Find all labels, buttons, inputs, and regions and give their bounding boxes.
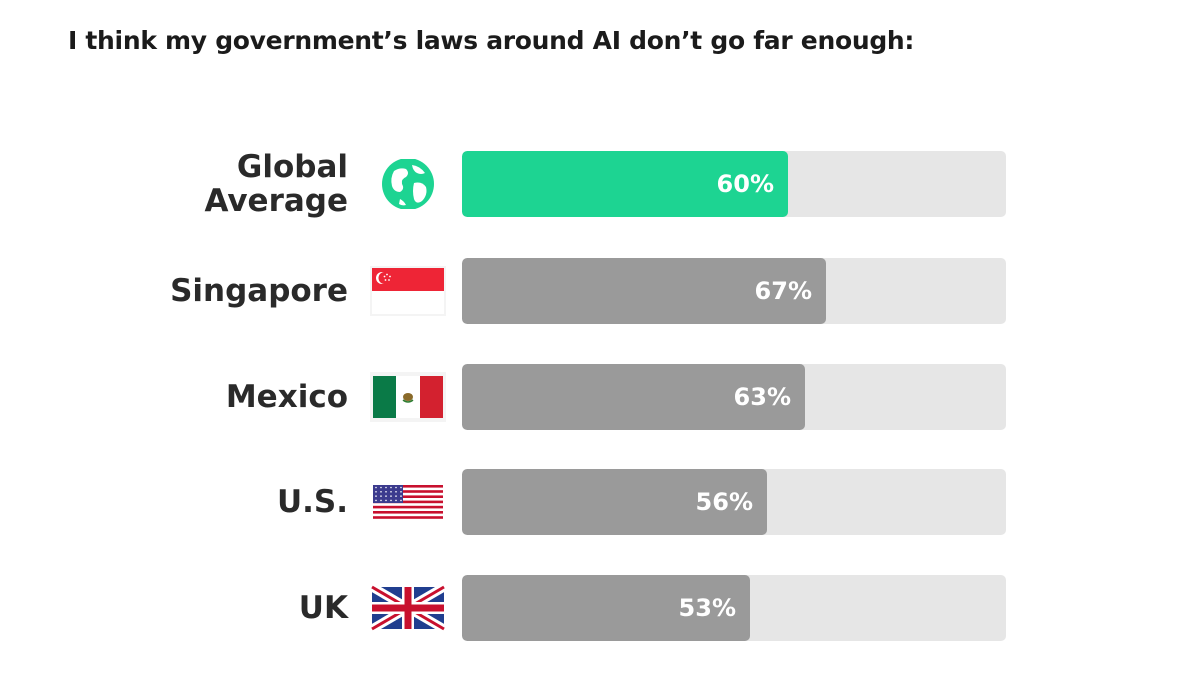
bar-track: 60% xyxy=(462,151,1006,217)
bar-row: U.S. 56% xyxy=(0,469,1200,535)
us-flag-icon xyxy=(370,477,446,527)
category-label-line: Mexico xyxy=(225,379,348,415)
value-label: 67% xyxy=(754,277,812,305)
bar-row: Mexico 63% xyxy=(0,364,1200,430)
value-label: 53% xyxy=(678,594,736,622)
bar-row: Singapore 67% xyxy=(0,258,1200,324)
category-label: U.S. xyxy=(48,469,348,535)
category-label-line: Singapore xyxy=(170,273,348,309)
category-label: Singapore xyxy=(48,258,348,324)
category-label-line: U.S. xyxy=(276,484,348,520)
category-label-text: Mexico xyxy=(226,380,348,414)
value-label: 60% xyxy=(716,170,774,198)
category-label-line: Average xyxy=(204,183,348,219)
bar-track: 63% xyxy=(462,364,1006,430)
bar-track: 53% xyxy=(462,575,1006,641)
bar xyxy=(462,364,805,430)
value-label: 56% xyxy=(695,488,753,516)
category-label-line: UK xyxy=(298,590,348,626)
bar-track: 67% xyxy=(462,258,1006,324)
category-label-text: Singapore xyxy=(170,274,348,308)
globe-icon xyxy=(370,158,446,210)
bar xyxy=(462,575,750,641)
chart-title: I think my government’s laws around AI d… xyxy=(68,26,915,55)
uk-flag-icon xyxy=(369,583,447,633)
category-label-line: Global xyxy=(236,149,348,185)
category-label: Mexico xyxy=(48,364,348,430)
bar xyxy=(462,258,826,324)
value-label: 63% xyxy=(733,383,791,411)
singapore-flag-icon xyxy=(370,266,446,316)
bar xyxy=(462,469,767,535)
bar-row: UK 53% xyxy=(0,575,1200,641)
category-label-text: Global Average xyxy=(204,150,348,218)
bar-track: 56% xyxy=(462,469,1006,535)
bar xyxy=(462,151,788,217)
category-label: UK xyxy=(48,575,348,641)
category-label-text: UK xyxy=(299,591,348,625)
category-label: Global Average xyxy=(48,150,348,218)
mexico-flag-icon xyxy=(370,372,446,422)
category-label-text: U.S. xyxy=(277,485,348,519)
bar-row: Global Average 60% xyxy=(0,150,1200,218)
